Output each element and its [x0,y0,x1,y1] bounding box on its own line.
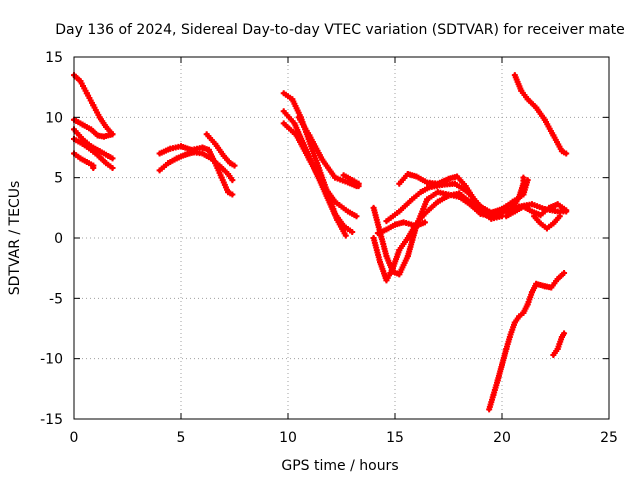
series-track-g [156,143,236,198]
y-axis-title: SDTVAR / TECUs [7,181,23,296]
data-point [342,232,349,239]
series-track-h [203,131,238,169]
y-tick-label: -15 [40,412,63,428]
data-point [563,207,570,214]
chart-title: Day 136 of 2024, Sidereal Day-to-day VTE… [55,22,625,38]
series-track-k [280,120,360,220]
data-marks [71,72,570,413]
series-track-s [503,201,570,220]
y-tick-label: -5 [49,291,63,307]
series-track-i [280,90,356,235]
series-track-p [374,219,428,237]
series-line [487,270,567,412]
y-tick-label: 5 [54,171,63,187]
series-track-t [511,72,570,157]
data-point [561,269,568,276]
series-track-d [71,136,116,172]
y-tick-label: 0 [54,231,63,247]
series-track-x [550,330,568,359]
data-point [109,155,116,162]
y-tick-label: 15 [45,50,63,66]
data-point [556,213,563,220]
x-tick-label: 20 [493,430,511,446]
data-point [561,330,568,337]
data-point [231,162,238,169]
x-tick-label: 5 [177,430,186,446]
data-point [421,219,428,226]
data-point [90,165,97,172]
y-tick-label: 10 [45,110,63,126]
data-point [109,131,116,138]
x-tick-label: 0 [70,430,79,446]
data-point [353,213,360,220]
data-point [229,177,236,184]
x-tick-label: 10 [279,430,297,446]
grid [74,57,609,419]
y-tick-label: -10 [40,352,63,368]
series-track-e [71,150,97,172]
series-track-o [370,190,505,284]
axis-ticks: 0 5 10 15 20 25 -15 -10 -5 0 5 10 15 [40,50,618,446]
series-track-v [531,213,563,232]
data-point [109,165,116,172]
series-track-w [486,269,568,413]
data-point [520,174,527,181]
data-point [563,150,570,157]
series-track-m [340,172,362,190]
data-point [349,228,356,235]
data-point [229,191,236,198]
x-axis-title: GPS time / hours [281,458,398,474]
data-point [355,183,362,190]
series-track-u [509,174,527,211]
x-tick-label: 15 [386,430,404,446]
series-track-l [295,114,360,190]
x-tick-label: 25 [600,430,618,446]
series-track-a [71,72,116,138]
